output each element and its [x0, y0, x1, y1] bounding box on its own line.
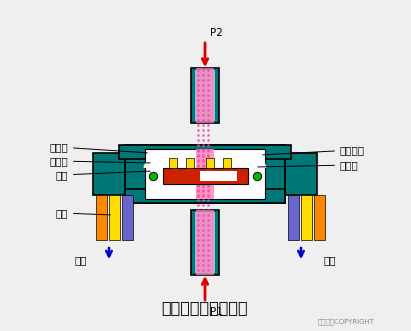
Text: 扩散电阻: 扩散电阻: [263, 145, 365, 155]
Bar: [125, 145, 285, 203]
Text: P2: P2: [210, 28, 223, 38]
Text: 电流: 电流: [323, 255, 335, 265]
Bar: [301, 195, 312, 240]
Text: 硅膜片: 硅膜片: [258, 160, 359, 170]
Bar: [195, 70, 215, 121]
Text: 硅杯: 硅杯: [55, 170, 150, 180]
Bar: [223, 158, 231, 168]
Bar: [285, 153, 317, 195]
Bar: [200, 171, 237, 181]
Bar: [314, 195, 325, 240]
Bar: [186, 158, 194, 168]
Text: 电流: 电流: [74, 255, 87, 265]
Bar: [145, 149, 265, 199]
Text: 引线: 引线: [55, 208, 110, 218]
Bar: [122, 195, 133, 240]
Bar: [93, 153, 125, 195]
Text: 低压腔: 低压腔: [49, 142, 147, 153]
Bar: [191, 68, 219, 123]
Text: P1: P1: [210, 307, 223, 317]
Bar: [119, 145, 291, 159]
Bar: [196, 68, 214, 123]
Bar: [96, 195, 107, 240]
Bar: [196, 210, 214, 275]
Bar: [195, 212, 215, 273]
Bar: [169, 158, 177, 168]
Bar: [288, 195, 299, 240]
Bar: [206, 158, 214, 168]
Text: 扩散硅式压力传感器: 扩散硅式压力传感器: [162, 301, 248, 315]
Bar: [196, 149, 214, 199]
Text: 高压腔: 高压腔: [49, 156, 150, 166]
Bar: [191, 210, 219, 275]
Bar: [163, 168, 248, 184]
Text: 东方仿真COPYRIGHT: 东方仿真COPYRIGHT: [318, 318, 375, 325]
Bar: [109, 195, 120, 240]
Bar: [196, 149, 214, 199]
Bar: [125, 189, 285, 203]
